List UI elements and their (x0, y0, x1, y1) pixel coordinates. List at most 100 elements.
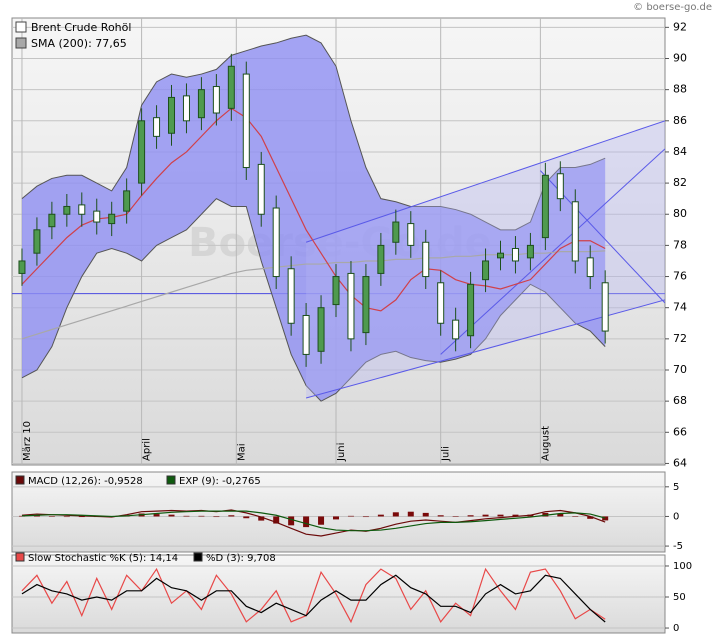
candle-body (392, 221, 400, 243)
histogram-bar (198, 515, 205, 517)
histogram-bar (422, 512, 429, 517)
candle-body (302, 314, 310, 355)
legend-label: Brent Crude Rohöl (31, 21, 131, 34)
candle-body (497, 252, 505, 259)
candle-body (407, 223, 415, 246)
y-tick-label: 80 (673, 207, 687, 220)
legend-swatch (166, 475, 176, 485)
candle-body (317, 307, 325, 352)
candle-body (452, 319, 460, 340)
y-tick-label: 86 (673, 114, 687, 127)
histogram-bar (497, 514, 504, 517)
candle-body (422, 241, 430, 278)
sma-20-line (21, 107, 606, 312)
y-tick-label: 100 (673, 561, 692, 572)
y-tick-label: 66 (673, 425, 687, 438)
histogram-bar (407, 511, 414, 517)
y-tick-label: 70 (673, 363, 687, 376)
histogram-bar (437, 515, 444, 517)
candle-body (227, 65, 235, 109)
histogram-bar (377, 514, 384, 517)
band-upper (21, 34, 606, 231)
x-tick-label: April (142, 438, 153, 461)
histogram-bar (273, 516, 280, 524)
candle-body (377, 244, 385, 274)
trend-line (305, 120, 665, 243)
x-tick-label: Mai (236, 443, 247, 461)
candle-body (18, 260, 26, 274)
y-tick-label: 84 (673, 145, 687, 158)
y-tick-label: 78 (673, 238, 687, 251)
legend-swatch (15, 37, 27, 49)
y-tick-label: 5 (673, 482, 679, 493)
histogram-bar (303, 516, 310, 528)
histogram-bar (333, 516, 340, 520)
candle-body (467, 283, 475, 337)
candle-body (272, 207, 280, 278)
candle-body (347, 272, 355, 340)
bollinger-band (21, 35, 606, 402)
histogram-bar (512, 514, 519, 517)
y-tick-label: 82 (673, 176, 687, 189)
legend-swatch (193, 552, 203, 562)
candle-body (287, 268, 295, 324)
histogram-bar (392, 512, 399, 517)
sma-200-line (21, 250, 606, 340)
x-tick-label: Juli (441, 446, 452, 462)
histogram-bar (318, 516, 325, 525)
x-tick-label: August (540, 426, 551, 461)
candle-body (541, 174, 549, 239)
candle-body (571, 201, 579, 262)
indicator-line (21, 567, 606, 624)
histogram-bar (467, 515, 474, 517)
histogram-bar (183, 515, 190, 517)
candle-body (556, 173, 564, 200)
histogram-bar (168, 514, 175, 517)
histogram-bar (48, 516, 55, 517)
histogram-bar (18, 515, 25, 517)
candle-body (526, 244, 534, 259)
histogram-bar (557, 513, 564, 517)
indicator-line (21, 574, 606, 623)
legend-label: SMA (200): 77,65 (31, 37, 127, 50)
histogram-bar (243, 516, 250, 519)
candle-body (63, 205, 71, 215)
candle-body (332, 276, 340, 306)
candle-body (33, 229, 41, 254)
x-tick-label: Juni (336, 443, 347, 462)
legend-label: EXP (9): -0,2765 (179, 476, 261, 487)
y-tick-label: 0 (673, 511, 679, 522)
credit: © boerse-go.de (633, 2, 712, 13)
legend-label: MACD (12,26): -0,9528 (28, 476, 143, 487)
histogram-bar (362, 516, 369, 518)
y-tick-label: 72 (673, 332, 687, 345)
y-tick-label: 74 (673, 301, 687, 314)
macd-panel (11, 471, 666, 553)
candle-body (437, 282, 445, 324)
histogram-bar (78, 516, 85, 518)
trend-line (440, 148, 665, 355)
y-tick-label: -5 (673, 541, 683, 552)
candle-body (197, 89, 205, 119)
candle-body (78, 204, 86, 215)
stochastic-panel (11, 554, 666, 634)
histogram-bar (587, 516, 594, 519)
histogram-bar (602, 516, 609, 521)
candle-body (138, 120, 146, 184)
candle-body (168, 96, 176, 134)
histogram-bar (572, 516, 579, 517)
y-tick-label: 50 (673, 592, 686, 603)
histogram-bar (213, 516, 220, 518)
candle-body (586, 257, 594, 278)
y-tick-label: 76 (673, 270, 687, 283)
legend-swatch (15, 21, 27, 33)
legend-swatch (15, 475, 25, 485)
candle-body (212, 86, 220, 114)
candle-body (242, 73, 250, 169)
histogram-bar (153, 514, 160, 517)
candle-body (601, 282, 609, 332)
legend-label: Slow Stochastic %K (5): 14,14 (28, 553, 178, 564)
indicator-line (21, 510, 606, 532)
histogram-bar (452, 516, 459, 517)
